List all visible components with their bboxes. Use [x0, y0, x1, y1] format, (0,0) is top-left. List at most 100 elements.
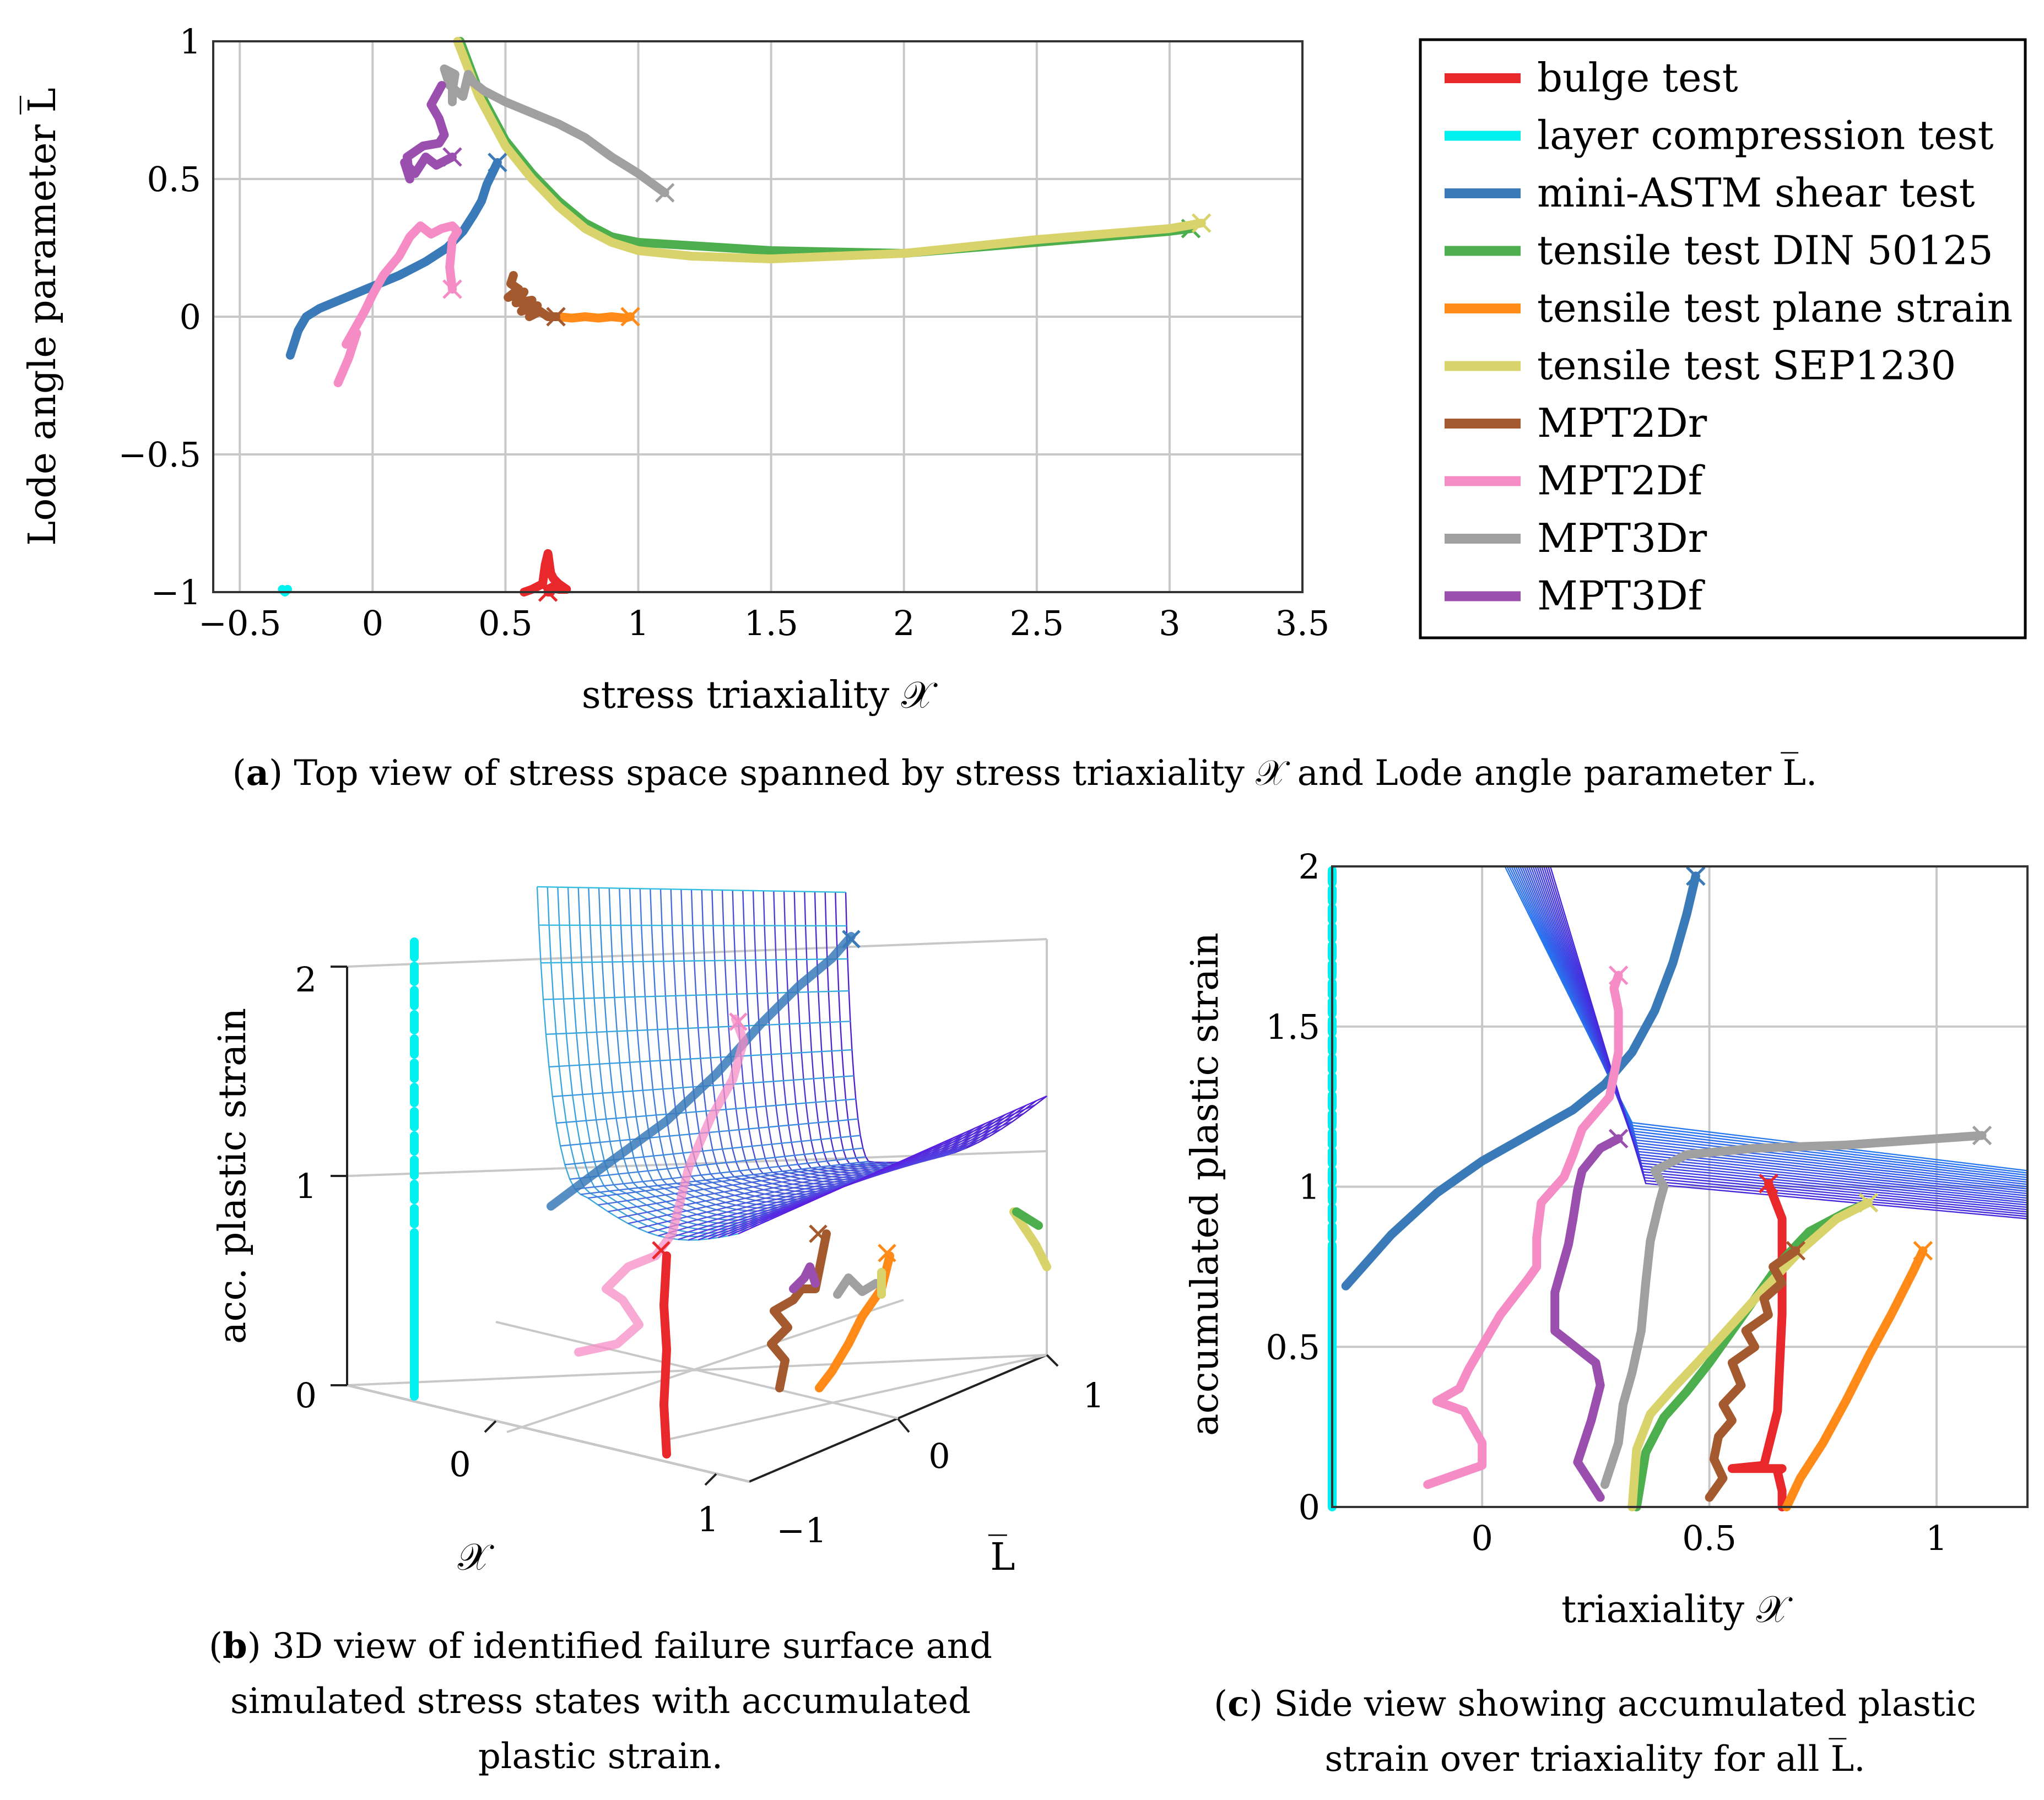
b-mesh-v-line	[608, 1161, 899, 1212]
panel-b-xticks: 0 1	[449, 1420, 719, 1539]
caption-b-tag: b	[223, 1625, 247, 1667]
c-track-mpt3df	[1550, 1134, 1623, 1502]
a-track-mini-astm-shear-test	[285, 158, 502, 360]
legend-label-mpt2dr: MPT2Dr	[1537, 400, 1707, 446]
panel-c-ylabel: accumulated plastic strain	[1183, 932, 1227, 1436]
b-end-bulge	[652, 1241, 670, 1260]
legend-label-tensile-test-sep1230: tensile test SEP1230	[1537, 343, 1956, 389]
panel-b-box	[346, 938, 1048, 1483]
b-mesh-u-line	[835, 892, 1037, 1165]
caption-b-line-3: plastic strain.	[478, 1736, 723, 1777]
panel-b-endmarks	[652, 930, 896, 1262]
b-mesh-u-line	[763, 891, 965, 1178]
c-track-mpt2df	[1423, 971, 1623, 1489]
panel-c-series	[1328, 862, 1992, 1511]
c-end-mpt2df	[1608, 965, 1629, 985]
b-ztick-2: 2	[295, 959, 317, 1000]
b-track-mpt3dr	[833, 1273, 880, 1299]
a-xtick-label: 0	[362, 603, 383, 643]
panel-a-grid	[213, 41, 1302, 592]
c-end-tensile-test-sep1230	[1858, 1192, 1879, 1213]
caption-b: (b) 3D view of identified failure surfac…	[209, 1625, 992, 1777]
caption-a-tag: a	[246, 752, 269, 794]
b-mesh-v-line	[540, 958, 848, 964]
c-ytick-label: 2	[1299, 847, 1320, 887]
a-end-mini-astm-shear-test	[488, 153, 507, 172]
a-end-mpt2df	[442, 279, 462, 299]
caption-a-tag-open: (	[232, 753, 246, 794]
a-ytick-label: 1	[180, 21, 201, 62]
c-track-tensile-test-plane-strain	[1782, 1246, 1928, 1511]
a-ytick-label: 0	[180, 297, 201, 337]
c-mesh-line	[1534, 866, 2028, 1203]
b-end-mpt2dr	[809, 1224, 828, 1243]
c-end-mpt3dr	[1972, 1125, 1992, 1146]
b-mesh-u-line	[783, 891, 986, 1174]
a-ytick-label: 0.5	[147, 159, 201, 199]
a-xtick-label: 1.5	[744, 603, 798, 643]
a-track-tensile-test-sep1230	[453, 37, 1206, 263]
panel-a-ylabel: Lode angle parameter L̅	[20, 88, 64, 546]
a-track-mpt3dr	[440, 64, 669, 197]
a-end-tensile-test-plane-strain	[620, 307, 640, 327]
panel-b-xlabel: 𝒳	[458, 1536, 494, 1579]
b-xtick-0: 0	[449, 1444, 471, 1484]
b-mesh-v-line	[738, 1095, 1047, 1235]
legend-label-bulge-test: bulge test	[1537, 55, 1738, 101]
b-end-mini-astm	[842, 930, 861, 948]
a-track-mpt2df	[333, 221, 462, 387]
caption-a: (a) Top view of stress space spanned by …	[232, 751, 1818, 794]
a-xtick-label: 0.5	[478, 603, 533, 643]
b-mesh-v-line	[556, 1098, 856, 1124]
b-mesh-u-line	[845, 892, 1047, 1163]
c-ytick-label: 0.5	[1266, 1327, 1320, 1367]
a-xtick-label: −0.5	[198, 603, 282, 643]
panel-a-series	[278, 37, 1212, 602]
panel-a-frame	[212, 40, 1304, 593]
b-track-mpt3df	[789, 1262, 820, 1293]
panel-c-side-view: 0 0.5 1 0 0.5 1 1.5 2 triaxiality 𝒳 accumulated…	[1183, 847, 2029, 1631]
a-xtick-label: 2.5	[1010, 603, 1064, 643]
panel-c-xlabel: triaxiality 𝒳	[1561, 1588, 1793, 1631]
b-mesh-u-line	[732, 890, 934, 1185]
c-xtick-label: 0	[1471, 1518, 1493, 1558]
failure-surface-mesh	[536, 886, 1047, 1241]
panel-b-ylabel: L̅	[988, 1535, 1015, 1579]
a-end-tensile-test-sep1230	[1192, 213, 1212, 233]
b-mesh-u-line	[793, 891, 996, 1172]
c-end-mini-astm-shear-test	[1686, 866, 1706, 886]
b-ztick-1: 1	[295, 1166, 317, 1206]
b-mesh-v-line	[678, 1142, 978, 1240]
b-mesh-v-line	[598, 1162, 887, 1206]
b-mesh-v-line	[560, 1118, 858, 1147]
b-track-bulge	[659, 1251, 671, 1459]
a-track-bulge-test	[520, 549, 571, 597]
a-xtick-label: 2	[893, 603, 915, 643]
legend-label-tensile-test-plane-strain: tensile test plane strain	[1537, 285, 2013, 331]
a-xtick-label: 1	[628, 603, 649, 643]
legend-label-mini-astm-shear-test: mini-ASTM shear test	[1537, 170, 1975, 216]
b-mesh-u-line	[742, 890, 944, 1183]
c-track-mpt3dr	[1600, 1131, 1987, 1489]
b-mesh-v-line	[537, 886, 846, 893]
caption-b-line-2: simulated stress states with accumulated	[230, 1681, 971, 1722]
caption-c: (c) Side view showing accumulated plasti…	[1214, 1683, 1976, 1780]
a-end-mpt3dr	[655, 183, 675, 203]
legend-label-layer-compression-test: layer compression test	[1537, 112, 1994, 159]
c-mesh-line	[1549, 866, 2028, 1219]
c-xtick-label: 1	[1926, 1518, 1947, 1558]
panel-a-top-view: −0.5 0 0.5 1 1.5 2 2.5 3 3.5−1−0.500.51 stress t…	[20, 21, 1330, 717]
b-mesh-v-line	[575, 1156, 866, 1190]
b-track-sep1230-right	[1009, 1207, 1051, 1271]
b-mesh-v-line	[549, 1049, 852, 1068]
panel-b-zlabel: acc. plastic strain	[211, 1008, 255, 1344]
a-xtick-label: 3.5	[1275, 603, 1330, 643]
b-mesh-v-line	[569, 1147, 863, 1180]
panel-c-ticks: 0 0.5 1 0 0.5 1 1.5 2	[1266, 847, 1947, 1558]
b-end-mpt2df	[729, 1012, 748, 1031]
b-xtick-1: 1	[697, 1499, 718, 1539]
caption-c-line-1: (c) Side view showing accumulated plasti…	[1214, 1683, 1976, 1725]
c-track-mini-astm-shear-test	[1341, 871, 1700, 1291]
caption-b-line-1: (b) 3D view of identified failure surfac…	[209, 1625, 992, 1667]
